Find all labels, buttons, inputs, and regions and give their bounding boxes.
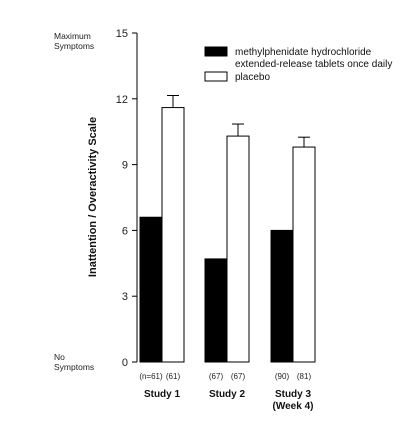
bar — [161, 107, 185, 363]
y-min-annotation: No Symptoms — [54, 352, 94, 372]
sample-size-label: (n=61) — [139, 372, 163, 381]
sample-size-label: (81) — [297, 372, 312, 381]
y-tick-label: 0 — [122, 357, 128, 369]
y-max-annotation-line-2: Symptoms — [54, 41, 95, 51]
bars — [139, 95, 316, 363]
legend-swatch — [204, 46, 228, 57]
y-ticks: 0 3 6 9 12 15 — [116, 28, 137, 369]
bar — [204, 258, 228, 363]
bar — [270, 229, 294, 363]
y-tick-label: 6 — [122, 225, 128, 237]
legend-entry: extended-release tablets once daily — [235, 59, 392, 70]
sample-size-label: (61) — [166, 372, 181, 381]
y-tick-label: 3 — [122, 291, 128, 303]
y-max-annotation-line-1: Maximum — [54, 31, 91, 41]
legend: methylphenidate hydrochlorideextended-re… — [204, 46, 392, 83]
legend-swatch — [204, 71, 228, 82]
sample-size-label: (90) — [275, 372, 290, 381]
bar — [226, 135, 250, 363]
legend-entry: methylphenidate hydrochloride — [235, 47, 372, 58]
category-label: Study 1 — [144, 389, 181, 400]
legend-entry: placebo — [235, 72, 270, 83]
sample-size-label: (67) — [231, 372, 246, 381]
y-min-annotation-line-1: No — [54, 352, 65, 362]
y-axis-label: Inattention / Overactivity Scale — [87, 117, 99, 277]
y-min-annotation-line-2: Symptoms — [54, 362, 95, 372]
x-labels: (n=61) (61) Study 1 (67) (67) Study 2 (90) (81)… — [139, 372, 313, 412]
y-tick-label: 9 — [122, 160, 128, 172]
y-tick-label: 15 — [116, 28, 128, 40]
y-tick-label: 12 — [116, 94, 128, 106]
category-label: Study 2 — [209, 389, 246, 400]
sample-size-label: (67) — [209, 372, 224, 381]
bar — [292, 146, 316, 363]
category-label: (Week 4) — [273, 401, 314, 412]
y-max-annotation: Maximum Symptoms — [54, 31, 94, 51]
bar — [139, 216, 163, 363]
category-label: Study 3 — [275, 389, 312, 400]
